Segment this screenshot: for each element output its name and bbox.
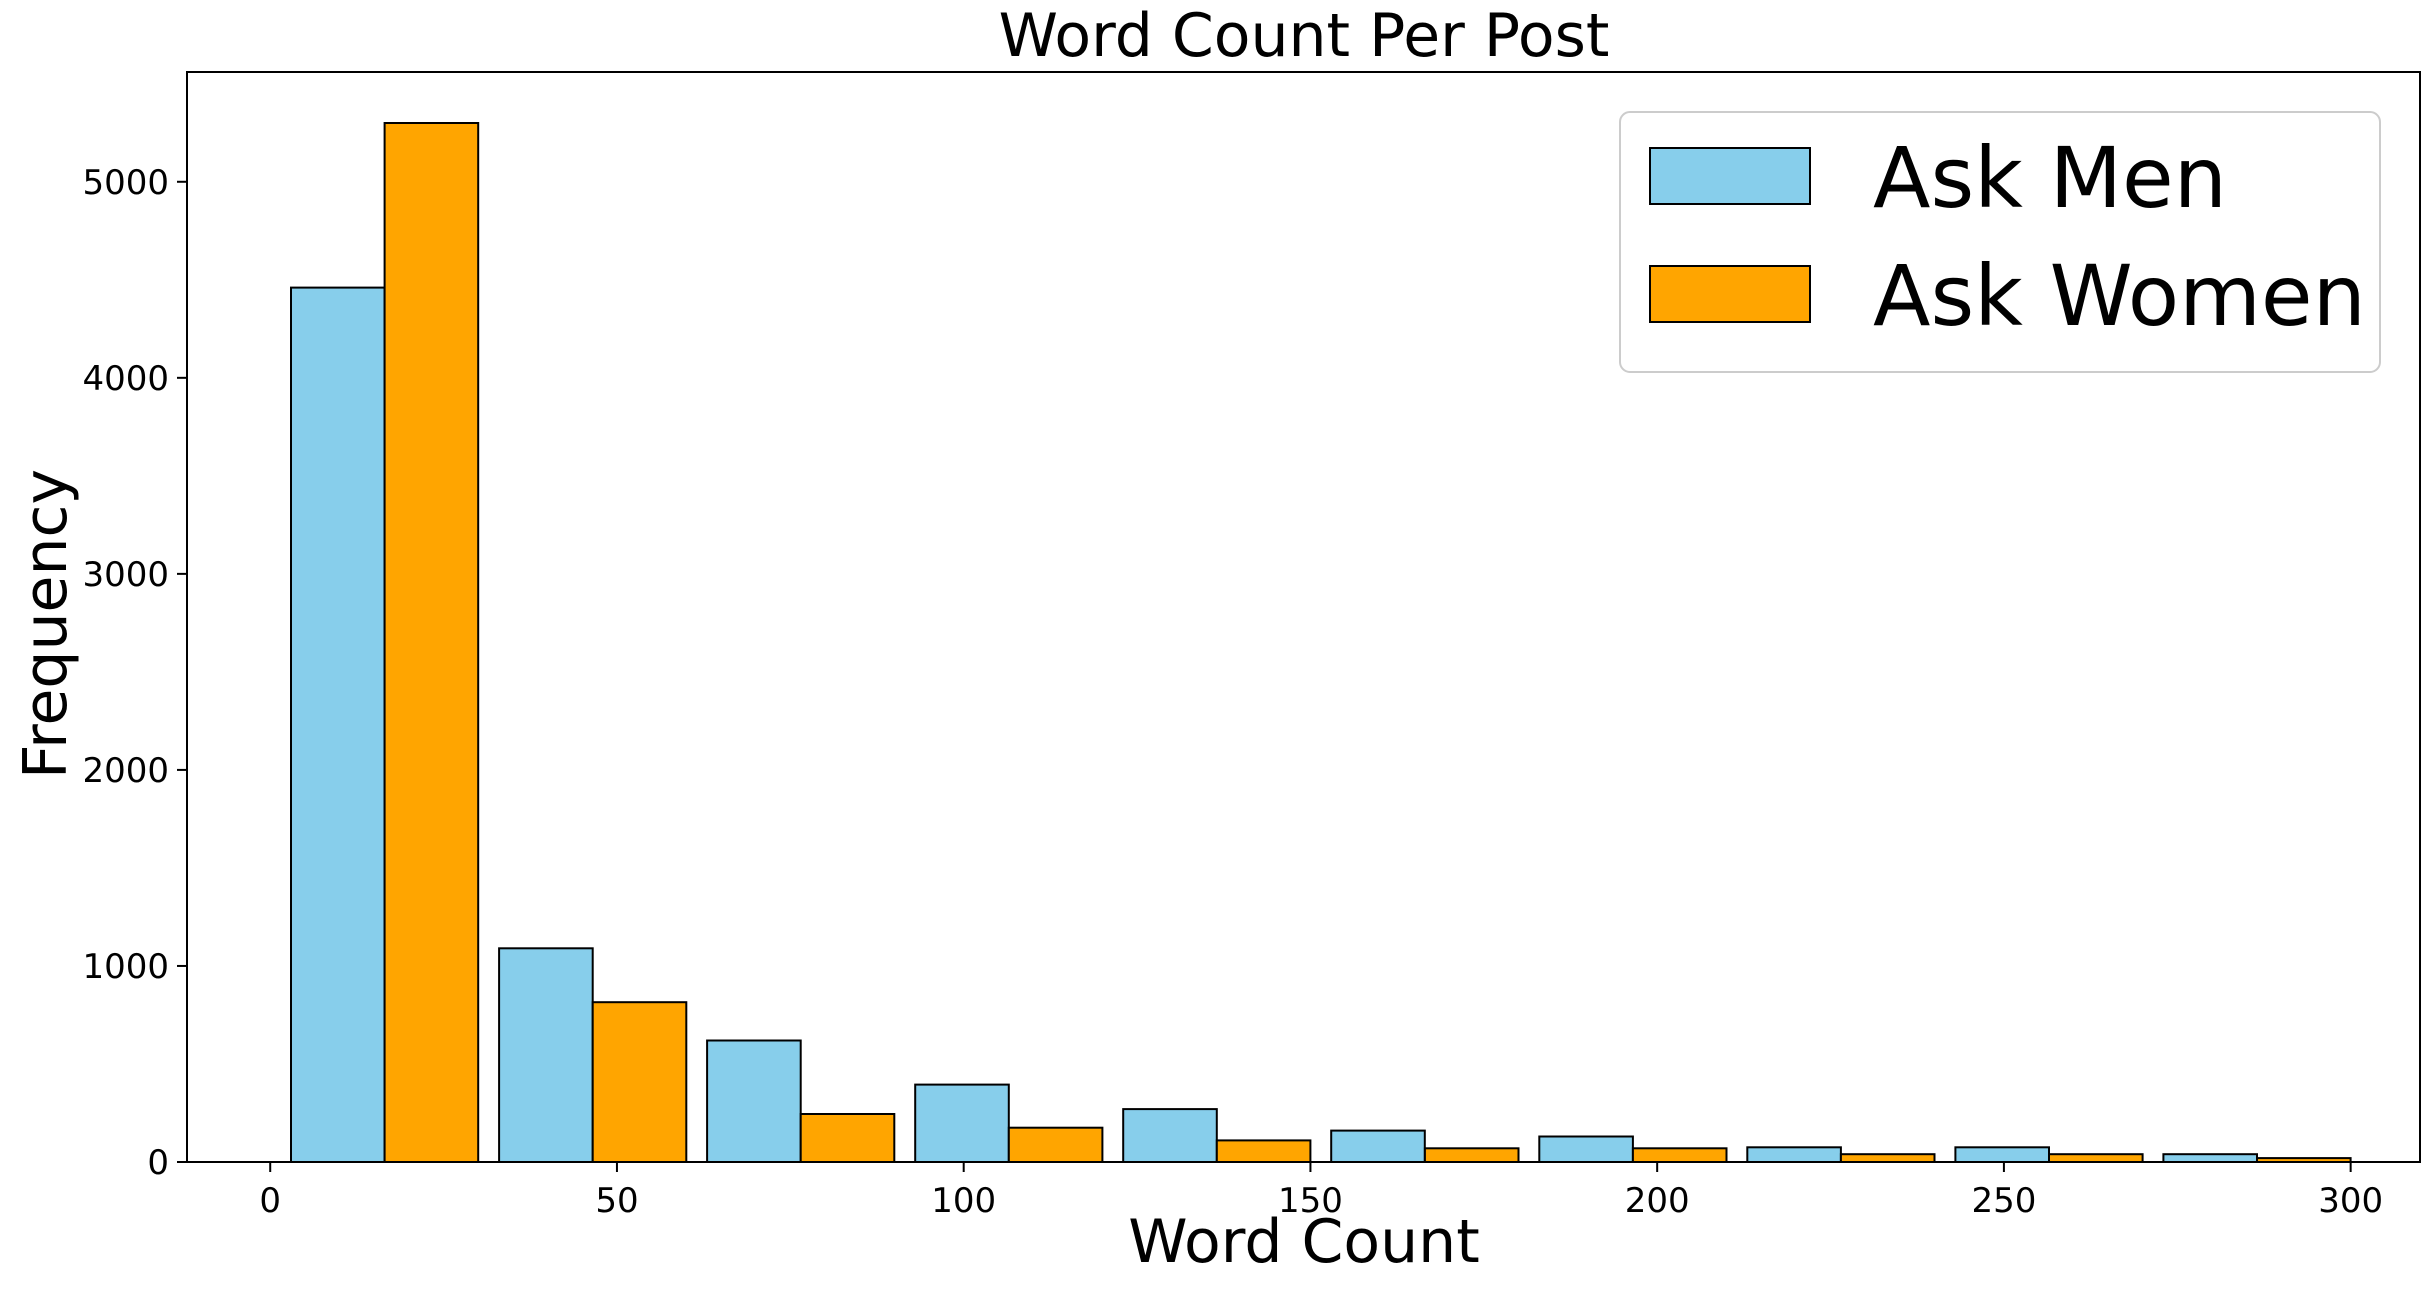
bar-ask-men-bin-3 — [914, 1083, 1010, 1163]
y-axis-ticks: 0 1000 2000 3000 4000 5000 — [82, 163, 187, 1183]
y-tick-label: 5000 — [82, 163, 169, 203]
y-tick-label: 4000 — [82, 359, 169, 399]
y-tick-label: 3000 — [82, 555, 169, 595]
y-axis-title: Frequency — [11, 469, 81, 779]
y-tick-label: 0 — [147, 1143, 169, 1183]
bar-ask-men-bin-8 — [1954, 1146, 2051, 1164]
bar-ask-women-bin-3 — [1007, 1126, 1104, 1163]
x-tick-label: 150 — [1278, 1181, 1343, 1221]
y-tick-label: 1000 — [82, 947, 169, 987]
legend-label-ask-men: Ask Men — [1873, 129, 2227, 227]
bar-ask-men-bin-1 — [498, 947, 594, 1163]
x-axis-ticks: 0 50 100 150 200 250 300 — [259, 1162, 2383, 1221]
legend-swatch-ask-women — [1649, 265, 1811, 323]
x-axis-title: Word Count — [1128, 1207, 1479, 1277]
bar-ask-women-bin-2 — [799, 1113, 896, 1163]
x-tick-label: 250 — [1971, 1181, 2036, 1221]
x-tick-label: 50 — [595, 1181, 638, 1221]
bar-ask-women-bin-0 — [383, 122, 480, 1163]
chart-title: Word Count Per Post — [999, 1, 1610, 71]
x-tick-label: 200 — [1625, 1181, 1690, 1221]
bar-ask-men-bin-5 — [1330, 1129, 1426, 1163]
legend-swatch-ask-men — [1649, 147, 1811, 205]
bar-ask-men-bin-6 — [1538, 1135, 1634, 1163]
bar-ask-men-bin-4 — [1122, 1108, 1218, 1163]
y-tick-label: 2000 — [82, 751, 169, 791]
bar-ask-men-bin-7 — [1746, 1146, 1842, 1164]
plot-frame — [186, 71, 2421, 1163]
x-tick-label: 0 — [259, 1181, 281, 1221]
bar-ask-men-bin-9 — [2162, 1153, 2258, 1163]
bar-ask-women-bin-4 — [1215, 1139, 1312, 1164]
bar-ask-men-bin-0 — [290, 286, 386, 1164]
x-tick-label: 100 — [931, 1181, 996, 1221]
bar-ask-women-bin-8 — [2048, 1153, 2144, 1163]
bar-ask-men-bin-2 — [706, 1039, 802, 1163]
legend-label-ask-women: Ask Women — [1873, 247, 2366, 345]
bar-ask-women-bin-5 — [1423, 1147, 1520, 1164]
bars-group — [290, 122, 2352, 1164]
bar-ask-women-bin-1 — [591, 1001, 688, 1164]
legend: Ask Men Ask Women — [1619, 111, 2381, 373]
bar-ask-women-bin-6 — [1631, 1147, 1728, 1164]
bar-ask-women-bin-7 — [1839, 1153, 1936, 1163]
x-tick-label: 300 — [2318, 1181, 2383, 1221]
